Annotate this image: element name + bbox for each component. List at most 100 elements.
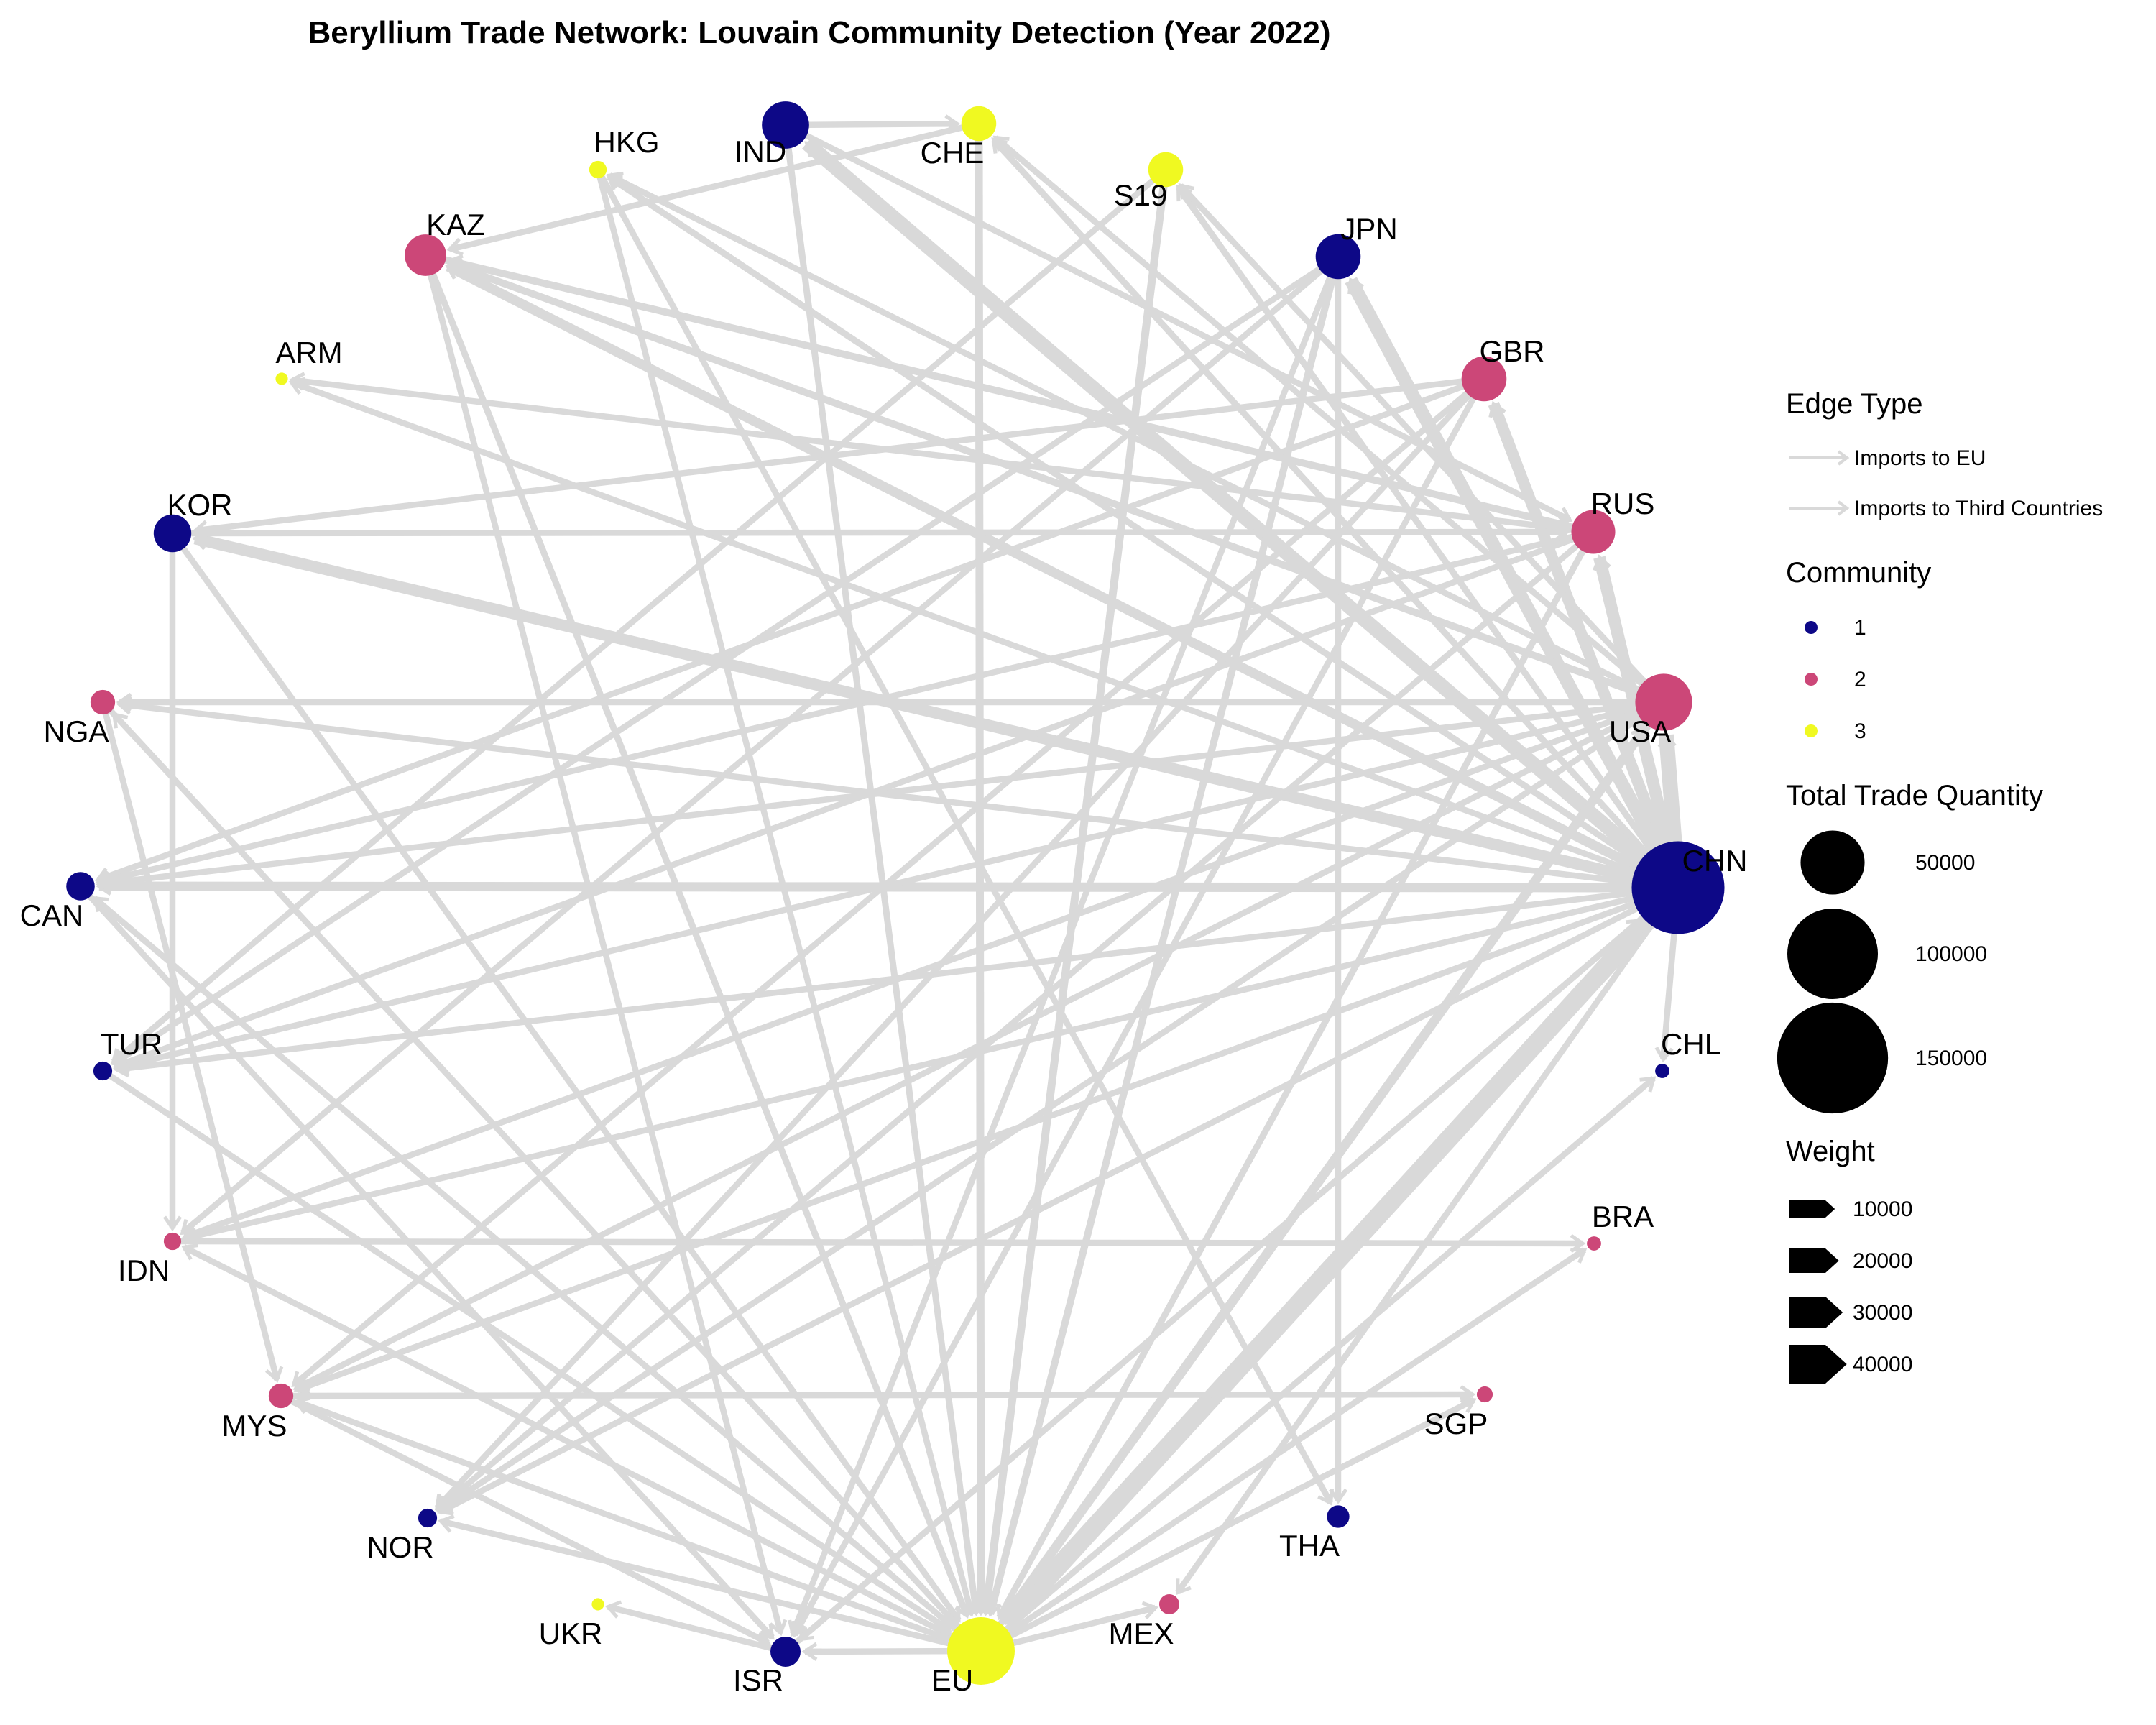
edge-arrowhead: [1631, 726, 1646, 743]
node-label-idn: IDN: [118, 1254, 170, 1287]
node-label-ukr: UKR: [539, 1616, 603, 1650]
edge-line: [996, 530, 1596, 1619]
edge-arrowhead: [446, 237, 464, 257]
node-nor[interactable]: [418, 1508, 438, 1528]
legend-weight-label: 10000: [1853, 1197, 1912, 1221]
node-chl[interactable]: [1655, 1064, 1669, 1078]
node-mex[interactable]: [1159, 1594, 1179, 1614]
node-label-sgp: SGP: [1424, 1407, 1488, 1440]
edge-arrowhead: [801, 1642, 818, 1661]
legend-community-label: 2: [1854, 668, 1866, 691]
edge-line: [438, 885, 1680, 1515]
edge-arrowhead: [162, 1215, 183, 1232]
edge-arrowhead: [264, 1366, 284, 1383]
node-can[interactable]: [66, 872, 95, 901]
edge-line: [1345, 277, 1685, 891]
edge-hkg-tha: [595, 167, 1334, 1506]
node-usa[interactable]: [1635, 673, 1692, 731]
edge-eu-chl: [979, 1076, 1657, 1654]
node-label-s19: S19: [1114, 178, 1168, 212]
legend-community-dot: [1805, 673, 1818, 686]
legend-weight-arrow: [1789, 1200, 1835, 1218]
node-gbr[interactable]: [1461, 356, 1507, 402]
edge-arrowhead: [1460, 1396, 1477, 1414]
edge-line: [980, 1397, 1475, 1654]
edge-arrowhead: [291, 1371, 308, 1387]
node-ind[interactable]: [762, 101, 809, 149]
node-tur[interactable]: [93, 1061, 113, 1081]
edge-line: [170, 531, 962, 1622]
edge-line: [785, 120, 957, 129]
edge-hkg-eu: [594, 168, 978, 1618]
node-nga[interactable]: [90, 689, 116, 715]
edge-line: [424, 252, 1569, 530]
edge-chn-kor: [192, 532, 1680, 893]
edge-arrowhead: [1554, 522, 1570, 542]
node-mys[interactable]: [268, 1383, 294, 1409]
edge-line: [101, 1068, 952, 1633]
edge-rus-arm: [289, 372, 1594, 535]
node-kaz[interactable]: [405, 234, 446, 276]
edge-isr-chn: [783, 918, 1642, 1655]
legend-edge-type-title: Edge Type: [1786, 388, 1923, 420]
edge-nga-mys: [99, 701, 284, 1383]
node-ukr[interactable]: [591, 1598, 604, 1611]
legend-edge-arrowhead: [1837, 500, 1850, 516]
edge-arrowhead: [111, 712, 129, 729]
edge-line: [111, 712, 984, 1653]
edge-arrowhead: [804, 141, 821, 157]
node-arm[interactable]: [275, 372, 288, 385]
nodes-layer: [66, 101, 1725, 1685]
legend-community-label: 1: [1854, 616, 1866, 640]
node-eu[interactable]: [947, 1617, 1015, 1685]
node-kor[interactable]: [153, 514, 192, 553]
legend-size-label: 100000: [1915, 942, 1987, 966]
edge-chn-jpn: [1345, 277, 1685, 891]
legend-community: Community 1 2 3: [1786, 557, 1931, 743]
edge-line: [280, 1393, 770, 1646]
node-tha[interactable]: [1327, 1505, 1350, 1528]
edge-arrowhead: [768, 1619, 788, 1637]
node-che[interactable]: [961, 106, 997, 142]
legend-edge-arrowhead: [1837, 450, 1850, 466]
node-bra[interactable]: [1587, 1236, 1601, 1251]
edge-eu-mys: [293, 1396, 982, 1654]
node-s19[interactable]: [1148, 152, 1184, 188]
edge-arrowhead: [1654, 1046, 1674, 1063]
edge-eu-can: [92, 896, 983, 1654]
node-label-jpn: JPN: [1340, 212, 1397, 246]
node-label-nga: NGA: [43, 714, 109, 748]
node-sgp[interactable]: [1476, 1386, 1493, 1403]
node-label-tur: TUR: [101, 1027, 162, 1061]
edge-line: [422, 254, 970, 1617]
edge-arrowhead: [116, 692, 132, 712]
edge-arrowhead: [1657, 732, 1677, 748]
node-idn[interactable]: [163, 1232, 182, 1251]
edge-chn-gbr: [1488, 400, 1684, 890]
legend-weight-arrow: [1789, 1345, 1847, 1384]
legend: Edge Type Imports to EU Imports to Third …: [1777, 388, 2103, 1384]
edge-line: [172, 1238, 1583, 1247]
node-hkg[interactable]: [589, 160, 607, 179]
legend-edge-label: Imports to EU: [1854, 446, 1986, 470]
edge-line: [195, 375, 1485, 534]
legend-weight-label: 40000: [1853, 1353, 1912, 1376]
node-chn[interactable]: [1631, 841, 1725, 934]
edge-arrowhead: [604, 1600, 622, 1619]
edge-line: [183, 699, 1665, 1240]
edge-line: [280, 1391, 1473, 1399]
edge-line: [783, 918, 1642, 1655]
node-rus[interactable]: [1571, 510, 1616, 554]
node-isr[interactable]: [770, 1637, 801, 1667]
edge-line: [1000, 881, 1685, 1629]
legend-size: Total Trade Quantity 50000 100000 150000: [1777, 780, 2043, 1114]
edge-line: [792, 377, 1487, 1637]
edge-line: [1175, 886, 1681, 1595]
node-label-isr: ISR: [733, 1663, 783, 1697]
edge-jpn-tha: [1328, 257, 1348, 1504]
legend-size-title: Total Trade Quantity: [1786, 780, 2043, 811]
edge-line: [434, 377, 1487, 1510]
edge-kor-rus: [172, 522, 1570, 542]
node-jpn[interactable]: [1315, 234, 1361, 280]
legend-weight-arrow: [1789, 1248, 1839, 1273]
